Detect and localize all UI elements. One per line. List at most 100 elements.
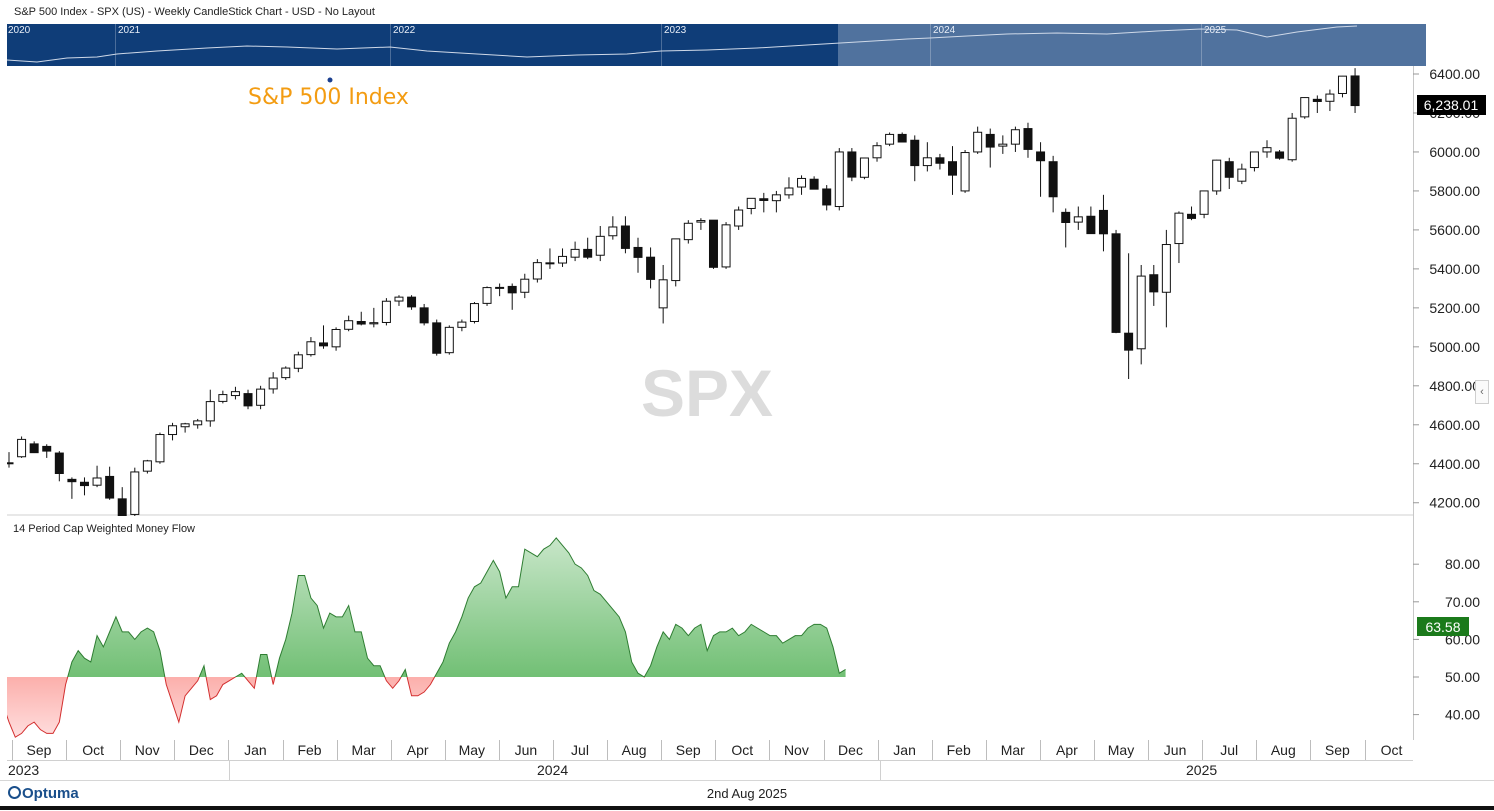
candle-body	[859, 157, 869, 178]
candle-body	[570, 248, 580, 258]
navigator-year-tick	[390, 24, 391, 66]
optuma-logo-icon	[8, 786, 21, 799]
candle-body	[469, 303, 479, 322]
month-tick	[553, 740, 554, 760]
candle-body	[42, 445, 52, 452]
indicator-title: 14 Period Cap Weighted Money Flow	[13, 523, 195, 535]
candle-body	[583, 248, 593, 258]
candle-body	[520, 278, 530, 293]
month-tick	[985, 740, 987, 760]
month-label: Aug	[1270, 742, 1296, 758]
price-axis-label: 5800.00	[1429, 183, 1480, 199]
candle-body	[734, 209, 744, 227]
navigator-year-tick	[661, 24, 662, 66]
month-label: Nov	[134, 742, 160, 758]
month-label: Feb	[297, 742, 322, 758]
candle-body	[193, 420, 203, 426]
candle-body	[1149, 274, 1159, 293]
month-label: Jul	[571, 742, 589, 758]
month-label: Jan	[893, 742, 916, 758]
candle-body	[369, 322, 379, 325]
candle-body	[960, 152, 970, 192]
month-tick	[444, 740, 446, 760]
month-tick	[66, 740, 68, 760]
candle-body	[973, 131, 983, 153]
month-tick	[931, 740, 933, 760]
candle-body	[721, 224, 731, 268]
candle-body	[1350, 75, 1360, 107]
candle-body	[910, 139, 920, 167]
candle-body	[872, 145, 882, 159]
month-label: Jun	[514, 742, 538, 758]
flow-axis-label: 70.00	[1445, 594, 1480, 610]
candle-body	[54, 452, 64, 475]
navigator-selection[interactable]	[838, 24, 1426, 66]
candle-body	[1111, 233, 1121, 333]
candle-body	[1073, 216, 1083, 223]
month-label: Aug	[621, 742, 647, 758]
price-axis-label: 5400.00	[1429, 261, 1480, 277]
price-axis-label: 6400.00	[1429, 66, 1480, 82]
candle-body	[407, 296, 417, 308]
candle-body	[985, 133, 995, 148]
candle-body	[319, 342, 328, 347]
event-marker[interactable]	[327, 77, 333, 83]
footer: Optuma 2nd Aug 2025	[0, 780, 1494, 811]
candle-body	[432, 322, 442, 354]
month-label: Dec	[188, 742, 214, 758]
candle-body	[608, 226, 618, 237]
candle-body	[79, 481, 89, 487]
chart-area[interactable]: SPX S&P 500 Index 14 Period Cap Weighted…	[7, 66, 1414, 740]
navigator-year-tick	[115, 24, 116, 66]
candle-body	[1212, 159, 1222, 192]
month-tick	[1148, 740, 1150, 760]
month-tick	[336, 740, 338, 760]
candle-body	[633, 246, 643, 258]
month-tick	[661, 740, 663, 760]
candle-body	[1036, 151, 1046, 162]
candle-body	[29, 443, 39, 454]
candle-body	[948, 161, 957, 176]
price-axis-label: 5200.00	[1429, 300, 1480, 316]
optuma-logo: Optuma	[8, 785, 79, 802]
candle-body	[1262, 147, 1272, 153]
candle-body	[658, 279, 668, 309]
candle-body	[1300, 97, 1310, 118]
month-label: May	[1107, 742, 1135, 758]
month-tick	[228, 740, 230, 760]
month-label: Jun	[1163, 742, 1187, 758]
candle-body	[708, 219, 718, 268]
flow-axis-label: 50.00	[1445, 669, 1480, 685]
month-tick	[1256, 740, 1258, 760]
candle-body	[1199, 190, 1209, 215]
candle-body	[746, 197, 756, 209]
month-tick	[1039, 740, 1041, 760]
money-flow-area-positive	[7, 537, 846, 677]
candle-body	[205, 401, 215, 422]
candle-body	[105, 475, 115, 499]
axis-scroll-handle[interactable]: ‹	[1475, 380, 1489, 404]
year-separator	[880, 761, 881, 781]
footer-date: 2nd Aug 2025	[706, 786, 788, 801]
month-tick	[769, 740, 771, 760]
year-label: 2024	[537, 762, 569, 778]
candle-body	[155, 434, 165, 463]
candle-body	[620, 225, 630, 249]
navigator-year: 2020	[8, 25, 31, 36]
month-tick	[174, 740, 176, 760]
candle-body	[671, 238, 681, 282]
candle-body	[1023, 128, 1033, 150]
navigator-sparkline	[7, 25, 1358, 63]
month-tick	[1094, 740, 1095, 760]
candle-body	[545, 262, 555, 265]
last-flow-label: 63.58	[1425, 619, 1460, 635]
month-label: May	[458, 742, 486, 758]
time-navigator[interactable]: 2020 2021 2022 2023 2024 2025	[7, 24, 1426, 66]
candle-body	[344, 320, 354, 330]
candle-body	[1325, 93, 1335, 102]
candle-body	[1312, 98, 1322, 102]
candle-body	[482, 287, 492, 304]
month-tick	[12, 740, 13, 760]
candle-body	[281, 367, 291, 379]
month-label: Mar	[1000, 742, 1025, 758]
